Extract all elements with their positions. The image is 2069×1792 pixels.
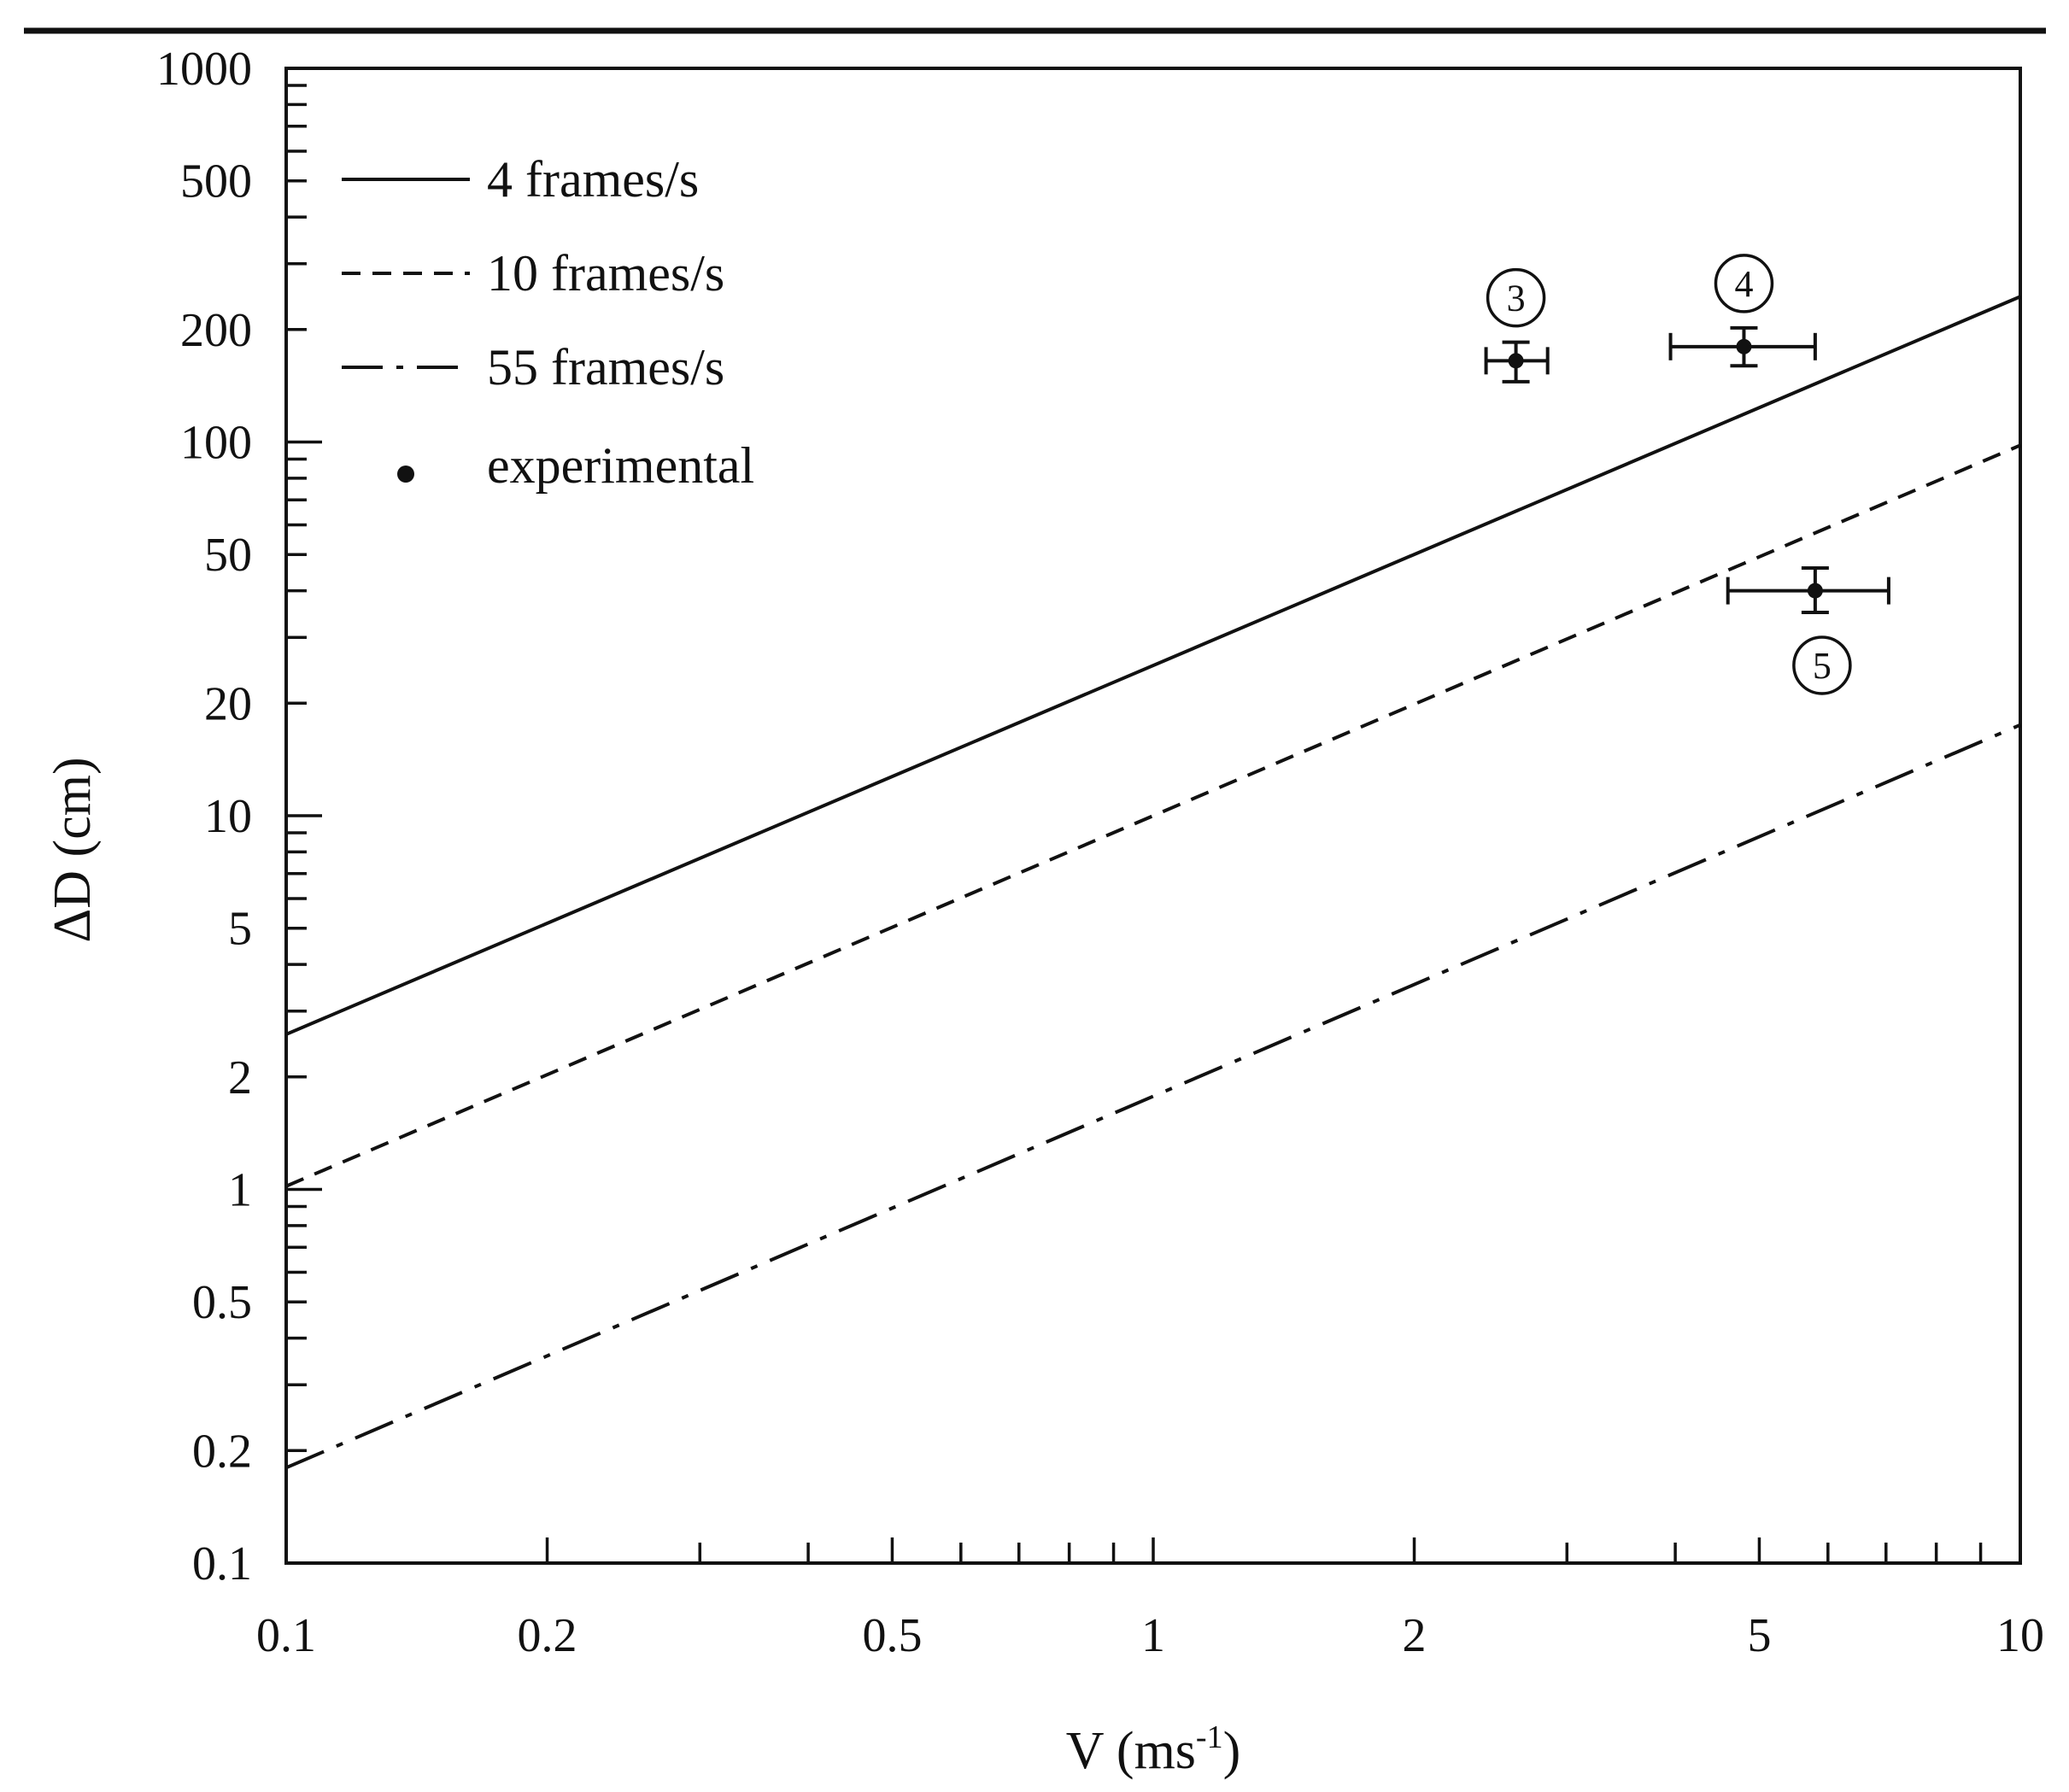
x-tick-label: 2	[1403, 1609, 1427, 1662]
data-point	[1807, 583, 1823, 599]
data-point	[1508, 353, 1524, 369]
point-label-circle	[1792, 635, 1852, 695]
point-label-circle	[1714, 254, 1774, 313]
x-tick-label: 0.5	[862, 1609, 922, 1662]
y-axis-ticks: 0.1 0.2 0.5 1 2 5 10 20 50 100 200 500 1000	[156, 43, 322, 1590]
y-tick-label: 0.5	[192, 1276, 252, 1329]
series-line	[285, 723, 2021, 1470]
x-tick-label: 5	[1747, 1609, 1771, 1662]
y-tick-label: 5	[228, 903, 252, 956]
x-tick-label: 0.2	[518, 1609, 577, 1662]
y-axis-title: ΔD (cm)	[44, 757, 102, 942]
legend: 4 frames/s 10 frames/s 55 frames/s experime…	[342, 151, 754, 494]
legend-label: 4 frames/s	[487, 151, 699, 208]
y-tick-label: 0.2	[192, 1425, 252, 1478]
data-point	[1736, 338, 1752, 354]
x-tick-label: 10	[1996, 1609, 2044, 1662]
legend-label: 10 frames/s	[487, 245, 724, 302]
point-label-circle	[1486, 267, 1546, 328]
y-tick-label: 2	[228, 1051, 252, 1104]
x-axis-ticks: 0.1 0.2 0.5 1 2 5 10	[256, 1537, 2044, 1662]
y-tick-label: 200	[180, 304, 252, 357]
series-line	[285, 443, 2021, 1188]
y-tick-label: 10	[204, 790, 252, 843]
y-tick-label: 20	[204, 677, 252, 730]
y-tick-label: 500	[180, 155, 252, 208]
x-tick-label: 0.1	[256, 1609, 316, 1662]
x-tick-label: 1	[1141, 1609, 1165, 1662]
point-label: 5	[1813, 645, 1832, 687]
y-tick-label: 0.1	[192, 1537, 252, 1590]
y-tick-label: 1	[228, 1164, 252, 1217]
series-lines	[285, 295, 2021, 1470]
experimental-points: 3 4 5	[1484, 254, 1890, 695]
legend-label: 55 frames/s	[487, 339, 724, 395]
y-tick-label: 1000	[156, 43, 252, 96]
y-tick-label: 50	[204, 529, 252, 582]
y-tick-label: 100	[180, 417, 252, 470]
legend-swatch	[397, 466, 414, 483]
legend-label: experimental	[487, 437, 754, 494]
series-line	[285, 295, 2021, 1036]
point-label: 4	[1734, 263, 1753, 305]
x-axis-title: V (ms-1)	[1066, 1719, 1240, 1780]
point-label: 3	[1507, 278, 1526, 319]
